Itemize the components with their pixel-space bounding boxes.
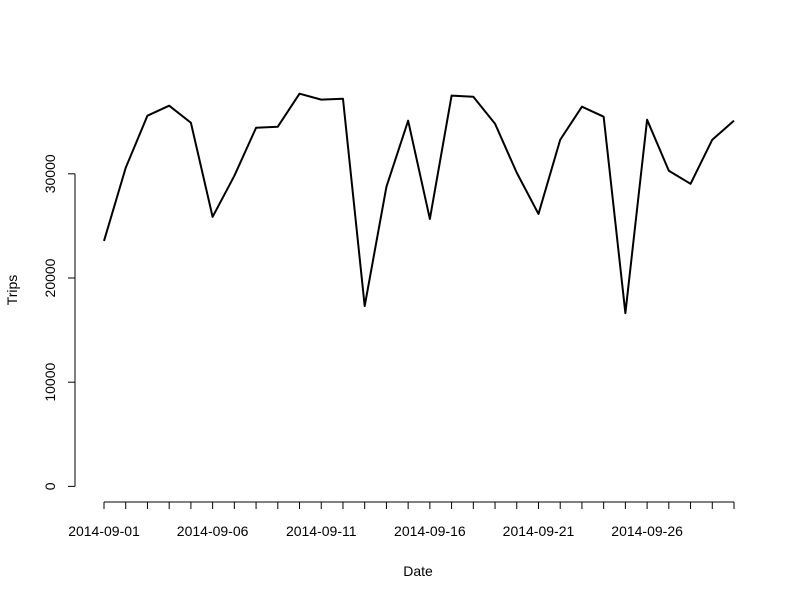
- y-axis-title: Trips: [4, 275, 20, 306]
- x-tick-label: 2014-09-06: [177, 523, 249, 539]
- y-tick-label: 20000: [42, 258, 58, 297]
- x-tick-label: 2014-09-16: [394, 523, 466, 539]
- y-tick-label: 0: [42, 482, 58, 490]
- x-tick-label: 2014-09-11: [286, 523, 357, 539]
- y-tick-label: 10000: [42, 363, 58, 402]
- x-tick-label: 2014-09-26: [611, 523, 683, 539]
- y-tick-label: 30000: [42, 154, 58, 193]
- x-tick-label: 2014-09-01: [68, 523, 140, 539]
- line: [103, 92, 735, 315]
- x-tick-label: 2014-09-21: [503, 523, 575, 539]
- x-axis-title: Date: [403, 563, 433, 579]
